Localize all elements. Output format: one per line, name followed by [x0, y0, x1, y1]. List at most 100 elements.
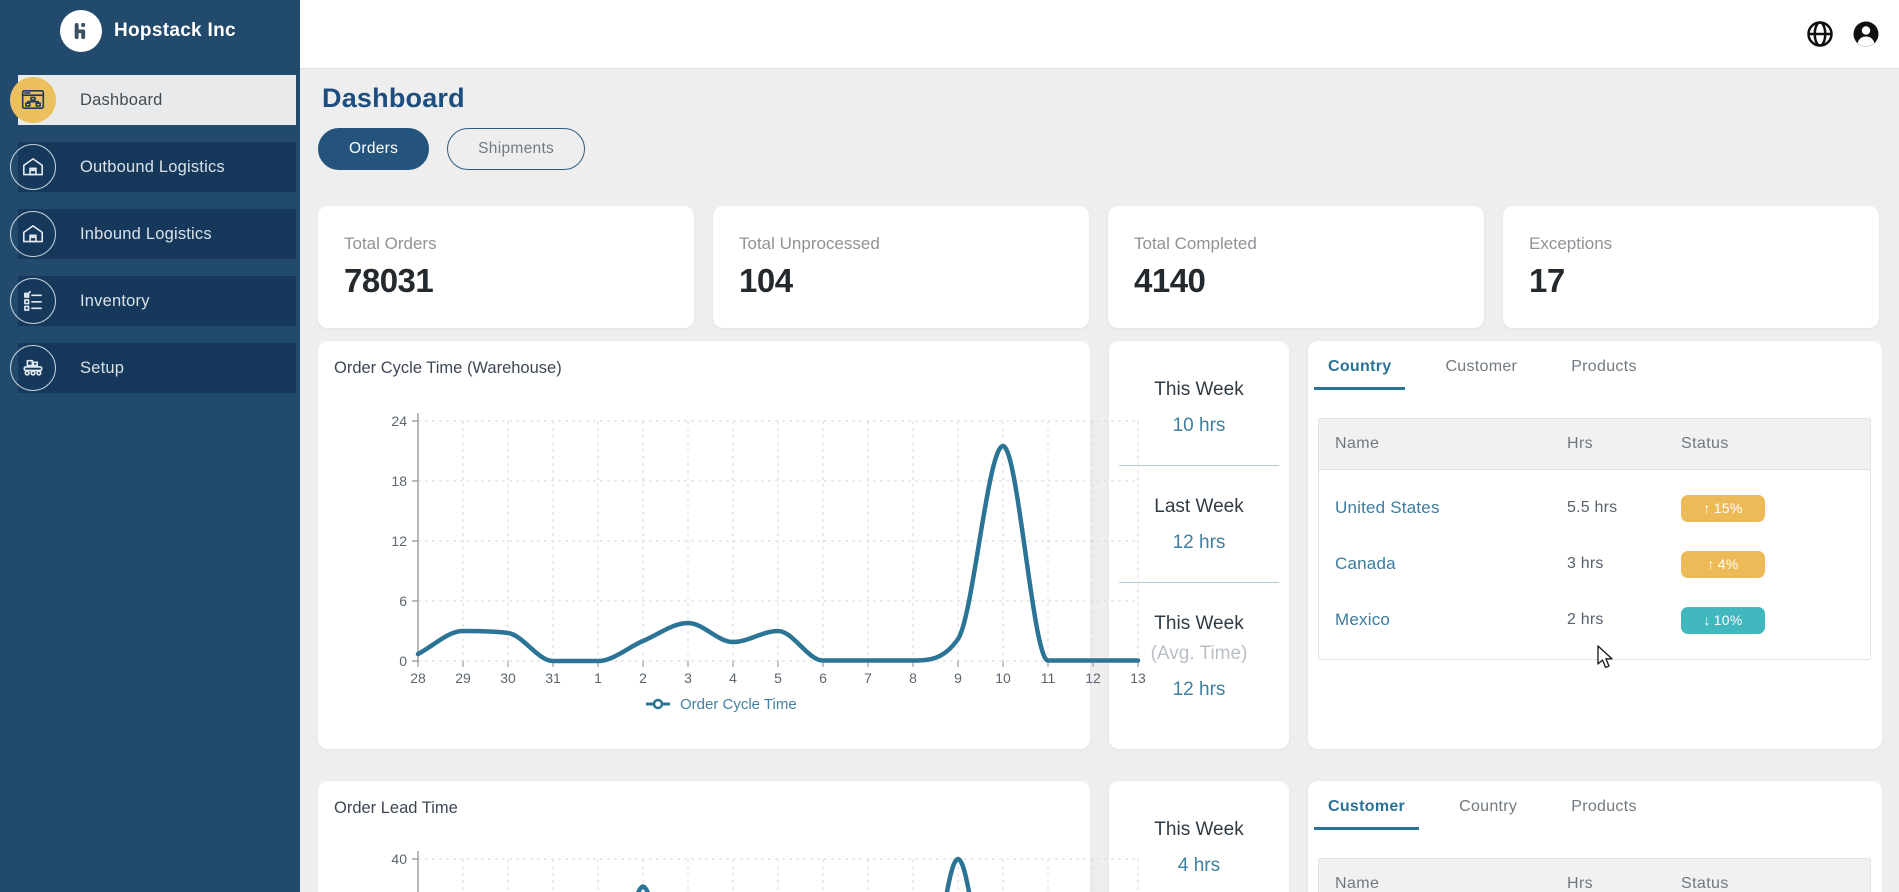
globe-icon[interactable] — [1805, 19, 1835, 49]
user-avatar-icon[interactable] — [1851, 19, 1881, 49]
svg-text:11: 11 — [1041, 670, 1056, 686]
svg-text:3: 3 — [684, 670, 692, 686]
column-status: Status — [1681, 435, 1729, 452]
week-label: This Week — [1154, 819, 1244, 840]
svg-text:28: 28 — [410, 670, 426, 686]
column-name: Name — [1335, 435, 1380, 452]
tab-country[interactable]: Country — [1314, 358, 1406, 390]
topbar-icons — [1805, 0, 1881, 68]
svg-text:13: 13 — [1130, 670, 1146, 686]
row-status: ↓ 10% — [1681, 606, 1870, 634]
tab-customer[interactable]: Customer — [1431, 358, 1531, 390]
table-row-canada[interactable]: Canada 3 hrs ↑ 4% — [1319, 536, 1870, 592]
svg-text:5: 5 — [774, 670, 782, 686]
row-name: Canada — [1335, 554, 1396, 573]
sidebar-item-inbound-logistics[interactable]: Inbound Logistics — [10, 209, 296, 259]
week-summary-card: This Week 10 hrs Last Week 12 hrs This W… — [1109, 341, 1289, 749]
customer-breakdown-card: Customer Country Products Name Hrs Status — [1308, 781, 1882, 892]
row-name: United States — [1335, 498, 1440, 517]
trend-arrow-icon: ↓ — [1703, 612, 1711, 628]
setup-icon — [10, 345, 56, 391]
row-status: ↑ 15% — [1681, 494, 1870, 522]
stat-value: 4140 — [1134, 262, 1206, 299]
order-cycle-time-card: Order Cycle Time (Warehouse) 0 6 12 18 24 28 2… — [318, 341, 1146, 749]
status-badge: ↑ 15% — [1681, 494, 1765, 522]
week-value: 12 hrs — [1172, 679, 1226, 700]
sidebar-item-outbound-logistics[interactable]: Outbound Logistics — [10, 142, 296, 192]
table-header: Name Hrs Status — [1319, 419, 1870, 470]
week-value: 12 hrs — [1172, 532, 1226, 553]
week-value: 4 hrs — [1177, 855, 1221, 876]
svg-text:0: 0 — [399, 653, 407, 669]
tab-country[interactable]: Country — [1445, 798, 1531, 830]
row-hrs: 3 hrs — [1567, 555, 1604, 572]
week-divider — [1119, 582, 1279, 583]
charts-row-1: Order Cycle Time (Warehouse) 0 6 12 18 24 28 2… — [318, 341, 1882, 749]
week-value: 10 hrs — [1172, 415, 1226, 436]
country-breakdown-card: Country Customer Products Name Hrs Status … — [1308, 341, 1882, 749]
week-label: Last Week — [1154, 496, 1244, 517]
page-title: Dashboard — [322, 83, 465, 113]
row-hrs: 5.5 hrs — [1567, 499, 1618, 516]
brand-name: Hopstack Inc — [114, 20, 236, 41]
stat-label: Exceptions — [1529, 234, 1613, 253]
dashboard-icon — [10, 77, 56, 123]
stat-card-total-unprocessed: Total Unprocessed 104 — [713, 206, 1089, 328]
topbar — [300, 0, 1899, 69]
stat-card-exceptions: Exceptions 17 — [1503, 206, 1879, 328]
svg-text:24: 24 — [391, 413, 407, 429]
svg-text:12: 12 — [1085, 670, 1101, 686]
week-sublabel: (Avg. Time) — [1150, 643, 1248, 664]
breakdown-tabs: Customer Country Products — [1314, 798, 1651, 830]
svg-text:4: 4 — [729, 670, 737, 686]
row-status: ↑ 4% — [1681, 550, 1870, 578]
table-row-united-states[interactable]: United States 5.5 hrs ↑ 15% — [1319, 480, 1870, 536]
inbound-logistics-icon — [10, 211, 56, 257]
table-body: United States 5.5 hrs ↑ 15% Canada 3 hrs … — [1319, 470, 1870, 648]
status-badge: ↓ 10% — [1681, 606, 1765, 634]
charts-row-2: Order Lead Time 010203040282930311234567… — [318, 781, 1882, 892]
svg-text:29: 29 — [455, 670, 471, 686]
trend-arrow-icon: ↑ — [1707, 556, 1715, 572]
tab-products[interactable]: Products — [1557, 358, 1651, 390]
inventory-icon — [10, 278, 56, 324]
week-section: This Week 10 hrs — [1109, 341, 1289, 439]
week-label: This Week — [1154, 613, 1244, 634]
sidebar-item-dashboard[interactable]: Dashboard — [10, 75, 296, 125]
sidebar-nav: Dashboard Outbound Logistics Inbound Log… — [0, 75, 300, 393]
column-status: Status — [1681, 875, 1729, 892]
stat-value: 104 — [739, 262, 793, 299]
breakdown-table: Name Hrs Status United States 5.5 hrs ↑ 1… — [1318, 418, 1871, 660]
svg-text:2: 2 — [639, 670, 647, 686]
svg-text:8: 8 — [909, 670, 917, 686]
table-header: Name Hrs Status — [1319, 859, 1870, 892]
stat-value: 78031 — [344, 262, 434, 299]
view-switcher: Orders Shipments — [318, 128, 586, 170]
tab-customer[interactable]: Customer — [1314, 798, 1420, 830]
column-hrs: Hrs — [1567, 875, 1594, 892]
svg-text:6: 6 — [819, 670, 827, 686]
svg-text:12: 12 — [391, 533, 407, 549]
stat-label: Total Unprocessed — [739, 234, 880, 253]
tab-products[interactable]: Products — [1557, 798, 1651, 830]
hopstack-logo-icon — [60, 10, 102, 52]
outbound-logistics-icon — [10, 144, 56, 190]
week-summary-card-2: This Week 4 hrs — [1109, 781, 1289, 892]
stat-card-total-completed: Total Completed 4140 — [1108, 206, 1484, 328]
svg-text:31: 31 — [545, 670, 561, 686]
view-tab-orders[interactable]: Orders — [318, 128, 430, 170]
chart-title: Order Lead Time — [334, 799, 458, 817]
sidebar-item-inventory[interactable]: Inventory — [10, 276, 296, 326]
stat-label: Total Orders — [344, 234, 437, 253]
table-row-mexico[interactable]: Mexico 2 hrs ↓ 10% — [1319, 592, 1870, 648]
view-tab-shipments[interactable]: Shipments — [447, 128, 586, 170]
week-divider — [1119, 465, 1279, 466]
sidebar-item-setup[interactable]: Setup — [10, 343, 296, 393]
svg-text:30: 30 — [500, 670, 516, 686]
svg-text:40: 40 — [391, 851, 407, 867]
column-hrs: Hrs — [1567, 435, 1594, 452]
chart-title: Order Cycle Time (Warehouse) — [334, 359, 562, 377]
brand: Hopstack Inc — [0, 0, 300, 62]
